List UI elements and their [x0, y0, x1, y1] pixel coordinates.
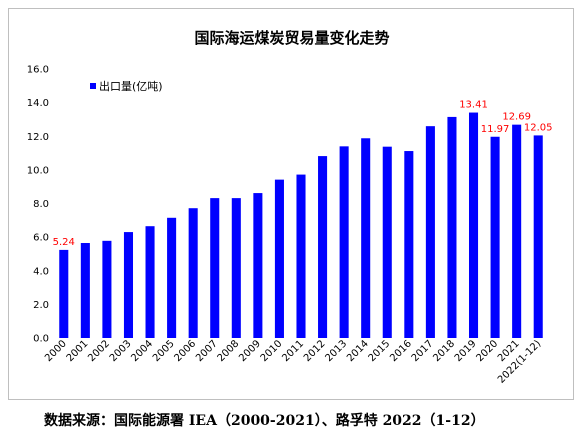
x-tick-label: 2020 — [474, 338, 500, 364]
legend-label: 出口量(亿吨) — [99, 79, 163, 93]
bar — [102, 240, 112, 338]
x-tick-label: 2019 — [453, 338, 479, 364]
bar — [210, 198, 220, 338]
bar — [231, 198, 241, 338]
legend: 出口量(亿吨) — [90, 79, 163, 93]
x-tick-label: 2017 — [410, 338, 436, 364]
bar — [490, 136, 500, 338]
bar — [167, 217, 177, 338]
y-axis: 0.0 2.0 4.0 6.0 8.0 10.0 12.0 14.0 16.0 — [27, 65, 49, 345]
bar — [274, 179, 284, 338]
x-tick-label: 2005 — [151, 338, 177, 364]
y-tick-label: 0.0 — [33, 334, 49, 345]
bar — [123, 232, 134, 338]
data-label: 12.05 — [524, 122, 553, 133]
x-tick-label: 2004 — [129, 338, 155, 364]
x-tick-label: 2009 — [237, 338, 263, 364]
x-tick-label: 2013 — [323, 338, 349, 364]
bar — [188, 208, 198, 338]
bar — [59, 249, 69, 338]
y-tick-label: 16.0 — [27, 65, 49, 76]
x-tick-label: 2003 — [108, 338, 134, 364]
bar — [512, 124, 522, 338]
chart-frame: 国际海运煤炭贸易量变化走势 出口量(亿吨) 0.0 2.0 4.0 6.0 8.0 10.… — [8, 8, 574, 400]
source-note: 数据来源：国际能源署 IEA（2000-2021）、路孚特 2022（1-12） — [44, 413, 485, 429]
x-tick-label: 2008 — [216, 338, 242, 364]
y-tick-label: 4.0 — [33, 266, 49, 277]
bar — [296, 174, 306, 338]
y-tick-label: 2.0 — [33, 300, 49, 311]
bar — [382, 146, 392, 338]
data-label: 11.97 — [481, 124, 510, 135]
bar — [253, 193, 263, 338]
bar — [80, 243, 90, 338]
y-tick-label: 6.0 — [33, 233, 49, 244]
x-axis: 2000200120022003200420052006200720082009… — [43, 338, 543, 385]
x-tick-label: 2018 — [431, 338, 457, 364]
data-label: 12.69 — [502, 112, 531, 123]
bar — [447, 116, 457, 339]
x-tick-label: 2006 — [173, 338, 199, 364]
data-label: 5.24 — [53, 237, 75, 248]
bar — [425, 126, 435, 338]
y-tick-label: 8.0 — [33, 199, 49, 210]
bar — [339, 146, 349, 338]
bar — [533, 135, 543, 338]
x-tick-label: 2011 — [280, 338, 306, 364]
x-tick-label: 2002 — [86, 338, 112, 364]
legend-swatch — [90, 83, 96, 89]
x-tick-label: 2010 — [259, 338, 285, 364]
chart-title: 国际海运煤炭贸易量变化走势 — [194, 29, 389, 47]
bar — [318, 156, 328, 338]
bar — [361, 138, 371, 338]
bar-chart: 国际海运煤炭贸易量变化走势 出口量(亿吨) 0.0 2.0 4.0 6.0 8.0 10.… — [27, 29, 553, 386]
x-tick-label: 2007 — [194, 338, 220, 364]
bar — [468, 112, 479, 338]
data-label: 13.41 — [459, 100, 488, 111]
x-tick-label: 2015 — [367, 338, 393, 364]
x-tick-label: 2014 — [345, 338, 371, 364]
x-tick-label: 2001 — [65, 338, 91, 364]
y-tick-label: 14.0 — [27, 98, 49, 109]
y-tick-label: 10.0 — [27, 165, 49, 176]
x-tick-label: 2016 — [388, 338, 414, 364]
y-tick-label: 12.0 — [27, 132, 49, 143]
x-tick-label: 2012 — [302, 338, 328, 364]
bars — [59, 112, 543, 339]
bar — [145, 226, 155, 338]
bar — [404, 151, 414, 338]
